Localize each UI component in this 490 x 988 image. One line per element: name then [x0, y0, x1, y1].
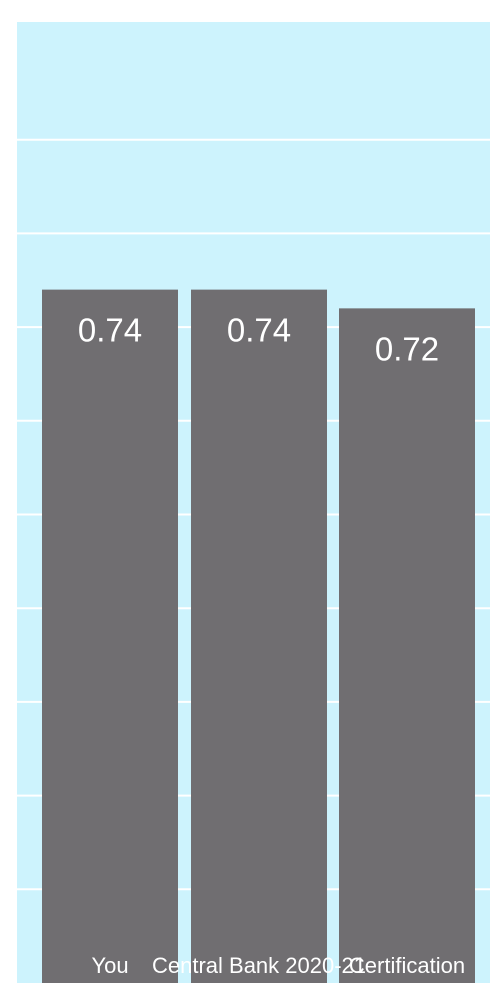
data-label: 0.74 — [78, 312, 142, 349]
bar — [42, 289, 178, 983]
bar — [339, 308, 475, 983]
category-label: You — [91, 953, 128, 978]
bar — [191, 289, 327, 983]
data-label: 0.72 — [375, 330, 439, 367]
category-label: Central Bank 2020-21 — [152, 953, 366, 978]
category-label: Certification — [349, 953, 465, 978]
data-labels: 0.74 0.74 0.72 — [78, 312, 439, 368]
data-label: 0.74 — [227, 312, 291, 349]
bars — [42, 289, 475, 983]
